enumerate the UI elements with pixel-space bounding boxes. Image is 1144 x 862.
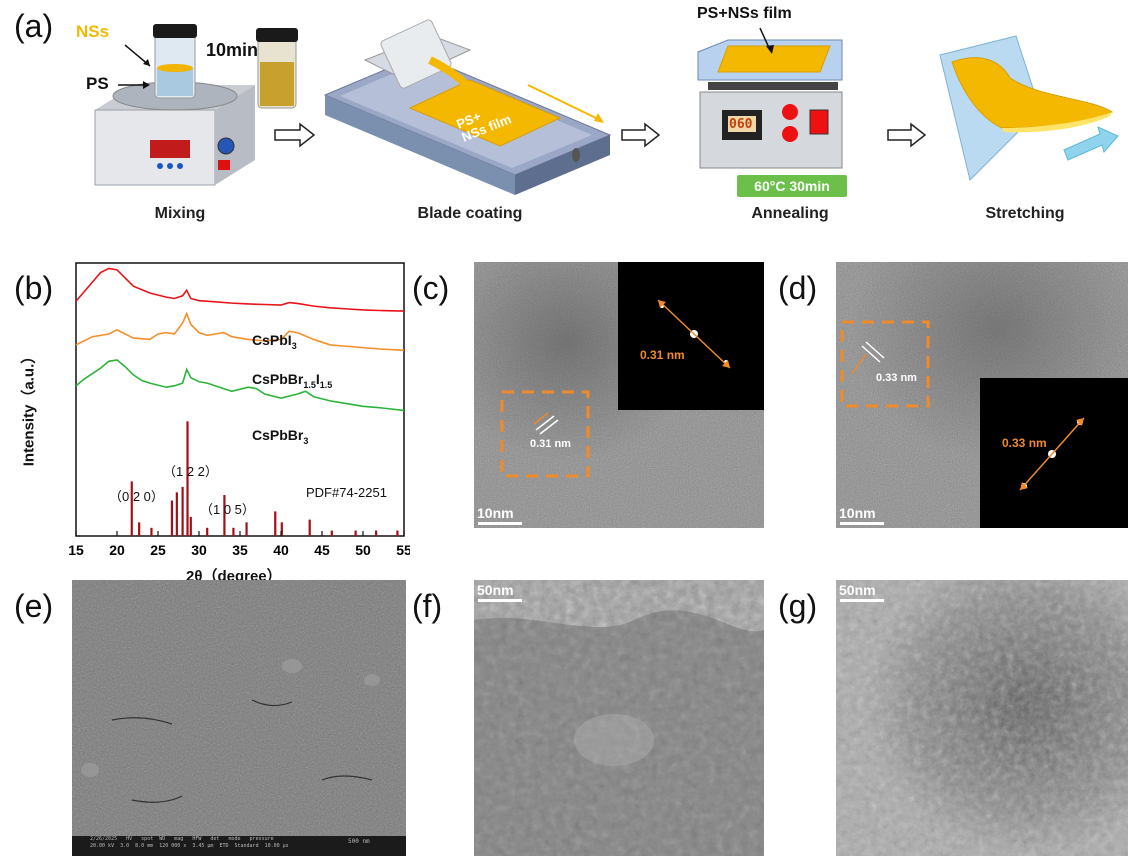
panel-label-c: (c) — [412, 270, 450, 306]
tem-texture-g — [836, 580, 1128, 856]
label-film-top: PS+NSs film — [697, 5, 792, 22]
panel-label-e: (e) — [14, 588, 54, 624]
tem-texture-f — [474, 580, 764, 856]
step-blade-coating: Blade coating — [417, 205, 523, 222]
label-nss: NSs — [76, 22, 110, 41]
tem-image-f: 50nm — [474, 580, 764, 856]
fft-inset-c: 0.31 nm — [618, 262, 764, 410]
xrd-tick-label-6: 45 — [314, 542, 330, 558]
blade-coater — [323, 19, 612, 195]
panel-label-b: (b) — [14, 270, 54, 306]
vial-mixed — [256, 28, 298, 109]
xrd-tick-label-2: 25 — [150, 542, 166, 558]
panel-label-g: (g) — [778, 588, 818, 624]
xrd-reference-peaks — [130, 421, 399, 536]
hotplate-display — [150, 140, 190, 158]
annealing-display — [728, 116, 756, 132]
step-stretching: Stretching — [985, 205, 1065, 222]
xrd-series-line-2 — [75, 359, 405, 412]
xrd-tick-label-3: 30 — [191, 542, 207, 558]
fft-inset-d: 0.33 nm — [980, 378, 1128, 528]
fringe-spacing-c: 0.31 nm — [530, 438, 571, 450]
xrd-tick-label-4: 35 — [232, 542, 248, 558]
annealing-hotplate — [697, 39, 843, 169]
xrd-tick-label-8: 55 — [396, 542, 410, 558]
process-arrow-1 — [274, 122, 316, 148]
step-annealing: Annealing — [751, 205, 829, 222]
scalebar-c — [478, 522, 522, 525]
sem-scale-label: 500 nm — [348, 838, 370, 845]
sem-info-bar: 2/26/2025 HV spot WD mag HFW det mode pr… — [72, 836, 406, 856]
xrd-chart: 15 20 25 30 35 40 45 50 55 — [68, 262, 410, 558]
process-arrow-2 — [621, 122, 661, 148]
temp-badge: 60°C 30min — [754, 178, 830, 194]
hrtem-image-d: 0.33 nm 0.33 nm 10nm — [836, 262, 1128, 528]
label-ps: PS — [86, 74, 109, 93]
xrd-tick-label-0: 15 — [68, 542, 84, 558]
xrd-tick-label-5: 40 — [273, 542, 289, 558]
scalebar-d — [840, 522, 884, 525]
label-time: 10min — [206, 40, 259, 60]
xrd-tick-label-7: 50 — [355, 542, 371, 558]
panel-label-f: (f) — [412, 588, 443, 624]
scale-label-f: 50nm — [477, 582, 514, 598]
vial-mixing — [153, 24, 197, 99]
panel-label-d: (d) — [778, 270, 818, 306]
temp-badge-bg — [737, 175, 847, 197]
scale-label-c: 10nm — [477, 505, 514, 521]
xrd-x-ticks: 15 20 25 30 35 40 45 50 55 — [68, 531, 410, 558]
fringe-spacing-d: 0.33 nm — [876, 372, 917, 384]
scheme-illustration — [94, 19, 1119, 197]
scalebar-g — [840, 599, 884, 602]
hrtem-image-c: 0.31 nm 0.31 nm 10nm — [474, 262, 764, 528]
scalebar-f — [478, 599, 522, 602]
fft-distance-c: 0.31 nm — [640, 348, 685, 362]
step-mixing: Mixing — [154, 205, 206, 222]
xrd-series-line-0 — [75, 267, 405, 312]
panel-label-a: (a) — [14, 8, 54, 44]
annealing-display-text: 060 — [729, 117, 753, 132]
tem-image-g: 50nm — [836, 580, 1128, 856]
xrd-tick-label-1: 20 — [109, 542, 125, 558]
sem-image-e: 2/26/2025 HV spot WD mag HFW det mode pr… — [72, 580, 406, 856]
stretching-film — [939, 35, 1119, 181]
xrd-series-line-1 — [75, 311, 405, 352]
scale-label-d: 10nm — [839, 505, 876, 521]
xrd-series-group — [75, 267, 405, 412]
process-arrow-3 — [887, 122, 927, 148]
fft-distance-d: 0.33 nm — [1002, 436, 1047, 450]
sem-texture-e — [72, 580, 406, 836]
scale-label-g: 50nm — [839, 582, 876, 598]
